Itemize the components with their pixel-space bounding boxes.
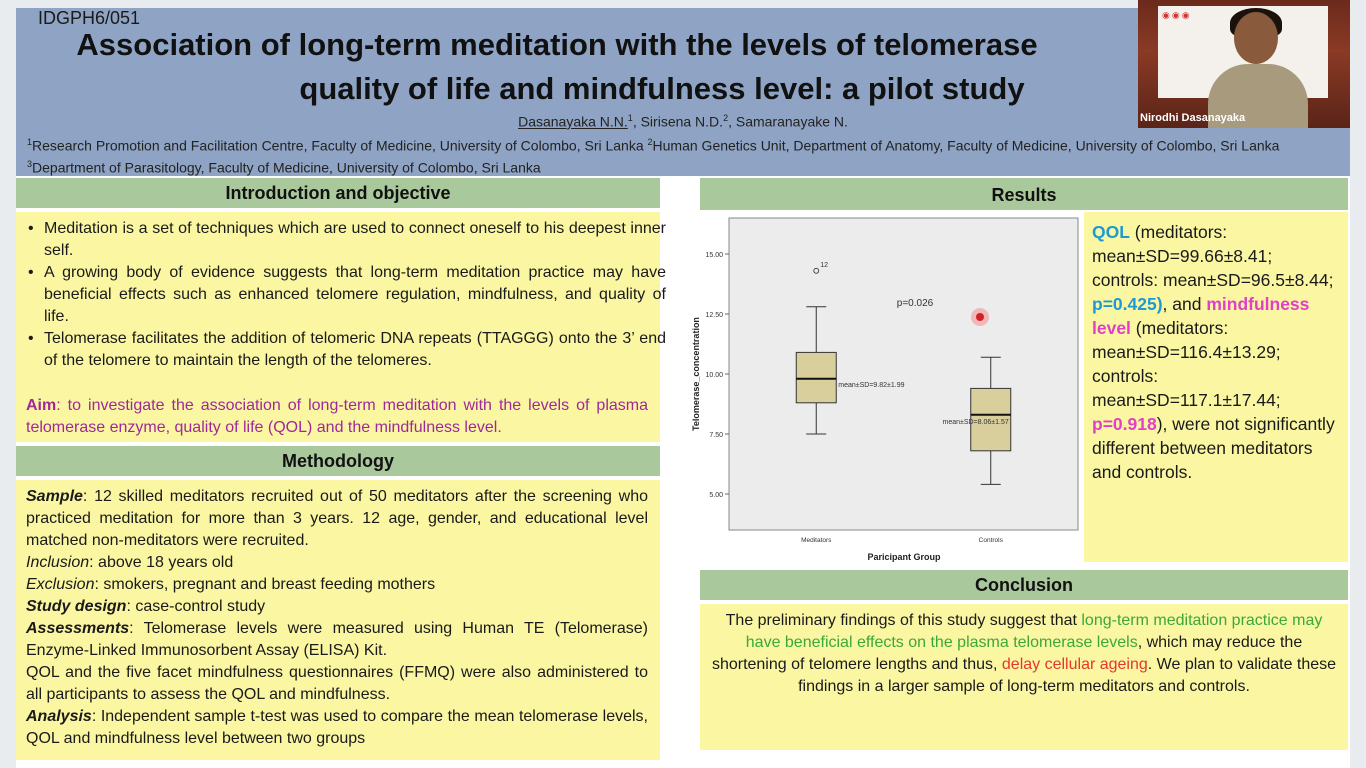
poster-header xyxy=(16,8,1350,176)
x-category-label: Meditators xyxy=(801,537,832,544)
y-tick-label: 15.00 xyxy=(705,252,723,259)
conclusion-highlight-green: long-term meditation practice may have b… xyxy=(745,612,1323,651)
methodology-text: Sample: 12 skilled meditators recruited … xyxy=(26,486,648,750)
methodology-panel: Sample: 12 skilled meditators recruited … xyxy=(16,480,660,760)
qol-p-value: p=0.425) xyxy=(1092,294,1163,314)
mindfulness-p-value: p=0.918 xyxy=(1092,414,1157,434)
design-label: Study design xyxy=(26,598,127,615)
design-text: : case-control study xyxy=(126,598,266,615)
author-2-sup: 2 xyxy=(723,113,729,123)
y-tick-label: 7.50 xyxy=(709,432,723,439)
conclusion-panel: The preliminary findings of this study s… xyxy=(700,604,1348,750)
intro-panel: Meditation is a set of techniques which … xyxy=(16,212,666,442)
results-heading: Results xyxy=(700,178,1348,210)
box-iqr xyxy=(795,351,837,404)
y-axis-label: Telomerase_concentration xyxy=(691,317,701,431)
box-annotation: mean±SD=9.82±1.99 xyxy=(838,382,904,389)
aim-paragraph: Aim: to investigate the association of l… xyxy=(26,395,648,439)
sample-paragraph: Sample: 12 skilled meditators recruited … xyxy=(26,486,648,552)
outlier-point xyxy=(813,267,820,274)
qol-stats: (meditators: mean±SD=99.66±8.41; control… xyxy=(1092,222,1334,290)
x-axis-label: Paricipant Group xyxy=(867,552,941,562)
y-tick-label: 5.00 xyxy=(709,492,723,499)
y-tick-label: 10.00 xyxy=(705,372,723,379)
y-tick-label: 12.50 xyxy=(705,312,723,319)
conclusion-highlight-red: delay cellular ageing xyxy=(1001,656,1148,673)
poster-title-line1: Association of long-term meditation with… xyxy=(76,27,1038,62)
box-iqr xyxy=(970,387,1012,452)
intro-bullet-1: Meditation is a set of techniques which … xyxy=(28,218,666,262)
affiliations: 1Research Promotion and Facilitation Cen… xyxy=(27,133,1327,176)
p-value-label: p=0.026 xyxy=(897,298,934,309)
author-3: , Samaranayake N. xyxy=(728,113,848,130)
conclusion-heading: Conclusion xyxy=(700,570,1348,600)
plot-area xyxy=(728,217,1079,531)
affil-1-sup: 1 xyxy=(27,137,33,147)
affil-3: Department of Parasitology, Faculty of M… xyxy=(32,159,541,176)
conclusion-part1: The preliminary findings of this study s… xyxy=(725,612,1082,629)
affil-1: Research Promotion and Facilitation Cent… xyxy=(32,137,648,154)
analysis-text: : Independent sample t-test was used to … xyxy=(26,708,648,747)
exclusion-label: Exclusion xyxy=(26,576,95,593)
sample-label: Sample xyxy=(26,488,83,505)
aim-label: Aim xyxy=(26,397,57,414)
webcam-participant-name: Nirodhi Dasanayaka xyxy=(1140,112,1246,124)
author-2: , Sirisena N.D. xyxy=(632,113,724,130)
presenter-face xyxy=(1234,12,1278,64)
wall-emblems-icon: ◉◉◉ xyxy=(1162,10,1192,20)
intro-bullet-list: Meditation is a set of techniques which … xyxy=(26,218,666,372)
intro-bullet-3: Telomerase facilitates the addition of t… xyxy=(28,328,666,372)
qol-and: , and xyxy=(1162,294,1207,314)
cursor-pointer-icon xyxy=(976,313,984,321)
analysis-label: Analysis xyxy=(26,708,92,725)
poster-id: IDGPH6/051 xyxy=(38,8,141,28)
exclusion-text: : smokers, pregnant and breast feeding m… xyxy=(94,576,436,593)
author-list: Dasanayaka N.N.1, Sirisena N.D.2, Samara… xyxy=(0,113,1366,130)
intro-bullet-2: A growing body of evidence suggests that… xyxy=(28,262,666,328)
affil-3-sup: 3 xyxy=(27,158,33,169)
results-text-panel: QOL (meditators: mean±SD=99.66±8.41; con… xyxy=(1084,212,1348,562)
qol-label: QOL xyxy=(1092,222,1130,242)
assessments-paragraph: Assessments: Telomerase levels were meas… xyxy=(26,618,648,662)
sample-text: : 12 skilled meditators recruited out of… xyxy=(26,488,648,549)
box-controls: mean±SD=8.06±1.57 Controls xyxy=(942,356,1012,544)
results-text: QOL (meditators: mean±SD=99.66±8.41; con… xyxy=(1092,220,1342,484)
x-category-label: Controls xyxy=(979,537,1004,544)
mindfulness-label: mindfulness level xyxy=(1092,294,1310,338)
intro-heading: Introduction and objective xyxy=(16,178,660,208)
author-1: Dasanayaka N.N. xyxy=(518,113,628,130)
analysis-paragraph: Analysis: Independent sample t-test was … xyxy=(26,706,648,750)
conclusion-part2: , which may reduce the shortening of tel… xyxy=(711,634,1303,673)
author-1-sup: 1 xyxy=(627,113,633,123)
conclusion-text: The preliminary findings of this study s… xyxy=(710,610,1338,698)
exclusion-paragraph: Exclusion: smokers, pregnant and breast … xyxy=(26,574,648,596)
assessments-label: Assessments xyxy=(26,620,130,637)
methodology-heading: Methodology xyxy=(16,446,660,476)
design-paragraph: Study design: case-control study xyxy=(26,596,648,618)
mindfulness-conclusion: ), were not significantly different betw… xyxy=(1092,414,1335,482)
qol-ffmq-paragraph: QOL and the five facet mindfulness quest… xyxy=(26,664,648,703)
assessments-text: : Telomerase levels were measured using … xyxy=(26,620,648,659)
outlier-label: 12 xyxy=(820,262,828,269)
mindfulness-stats: (meditators: mean±SD=116.4±13.29; contro… xyxy=(1092,318,1281,410)
conclusion-part3: . We plan to validate these findings in … xyxy=(798,656,1337,695)
boxplot-chart: 5.00 7.50 10.00 12.50 15.00 mean±SD=9.82±1.9… xyxy=(688,212,1080,568)
affil-2-sup: 2 xyxy=(647,137,653,147)
boxplot-svg: 5.00 7.50 10.00 12.50 15.00 mean±SD=9.82±1.9… xyxy=(691,217,1079,562)
inclusion-text: : above 18 years old xyxy=(89,554,234,571)
poster-title-line2: quality of life and mindfulness level: a… xyxy=(299,71,1025,106)
webcam-video-tile[interactable]: ◉◉◉ Nirodhi Dasanayaka xyxy=(1138,0,1350,128)
box-meditators: mean±SD=9.82±1.99 12 Meditators xyxy=(795,262,905,544)
box-annotation: mean±SD=8.06±1.57 xyxy=(942,419,1008,426)
inclusion-label: Inclusion xyxy=(26,554,90,571)
aim-text: : to investigate the association of long… xyxy=(26,397,648,436)
inclusion-paragraph: Inclusion: above 18 years old xyxy=(26,552,648,574)
affil-2: Human Genetics Unit, Department of Anato… xyxy=(652,137,1280,154)
presenter-body xyxy=(1208,64,1308,128)
